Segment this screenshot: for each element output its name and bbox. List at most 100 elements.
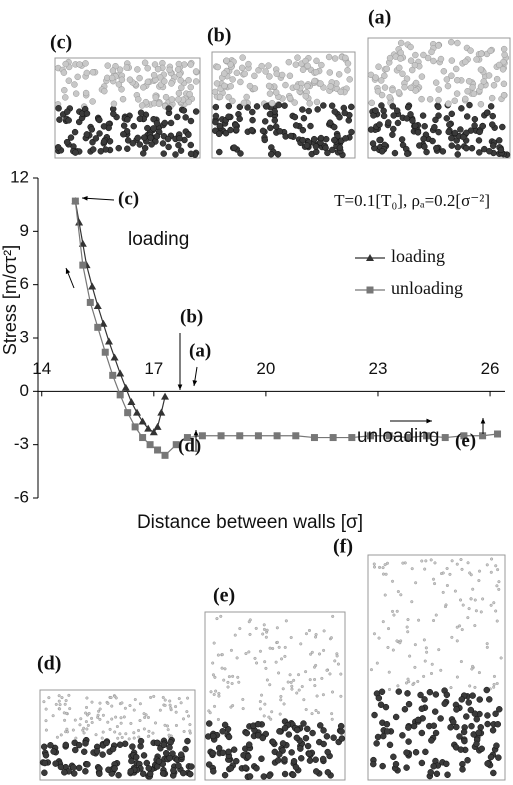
particle	[255, 661, 259, 665]
particle	[153, 133, 161, 140]
particle	[321, 693, 325, 697]
particle	[261, 136, 269, 144]
particle	[76, 61, 83, 68]
particle	[458, 598, 463, 602]
particle	[430, 722, 438, 729]
particle	[165, 143, 172, 151]
marker	[133, 408, 142, 416]
particle	[140, 134, 148, 141]
particle	[75, 741, 83, 749]
particle	[430, 57, 437, 65]
particle	[227, 765, 235, 772]
marker	[494, 430, 502, 438]
particle	[175, 60, 183, 68]
particle	[473, 56, 480, 63]
particle	[85, 696, 89, 700]
particle	[214, 63, 222, 71]
particle	[221, 771, 229, 779]
particle	[90, 700, 94, 704]
particle	[471, 115, 479, 123]
panel-label: (a)	[368, 7, 391, 29]
particle	[310, 650, 314, 654]
particle	[93, 747, 101, 755]
particle	[55, 735, 59, 739]
particle	[261, 118, 269, 125]
particle	[238, 64, 246, 72]
particle	[371, 711, 378, 719]
particle	[423, 659, 427, 663]
particle	[139, 770, 147, 777]
particle	[72, 90, 80, 97]
particle	[142, 727, 146, 731]
marker	[110, 353, 119, 361]
particle	[412, 749, 420, 756]
particle	[488, 94, 496, 102]
particle	[40, 743, 48, 751]
particle	[368, 99, 375, 107]
marker	[139, 434, 147, 442]
particle	[268, 683, 272, 687]
particle	[269, 717, 273, 721]
particle	[281, 756, 288, 763]
particle	[328, 672, 332, 676]
marker	[75, 218, 84, 226]
particle	[292, 122, 300, 129]
particle	[471, 710, 479, 717]
particle	[119, 95, 127, 103]
particle	[57, 763, 65, 771]
particle	[377, 701, 385, 708]
y-tick-label: 9	[20, 221, 29, 240]
particle	[433, 561, 437, 565]
particle	[449, 686, 453, 690]
marker	[138, 417, 147, 425]
marker	[86, 298, 94, 306]
particle	[446, 121, 453, 128]
particle	[417, 691, 424, 699]
particle	[120, 735, 124, 739]
particle	[258, 755, 265, 763]
particle	[313, 684, 317, 688]
particle	[329, 636, 333, 640]
particle	[44, 719, 48, 723]
particle	[383, 65, 390, 73]
particle	[431, 708, 439, 715]
particle	[428, 737, 435, 744]
particle	[398, 136, 406, 143]
particle	[390, 753, 397, 761]
particle	[275, 101, 283, 109]
particle	[297, 688, 301, 692]
x-axis-label: Distance between walls [σ]	[137, 512, 363, 533]
particle	[448, 38, 455, 46]
particle	[65, 727, 69, 731]
particle	[241, 707, 245, 711]
particle	[178, 84, 185, 91]
particle	[283, 654, 287, 658]
annotation: (c)	[118, 188, 139, 209]
particle	[480, 78, 487, 85]
y-tick-label: 6	[20, 274, 29, 293]
particle	[271, 646, 275, 651]
particle	[495, 619, 499, 623]
particle	[348, 103, 355, 111]
particle	[213, 80, 221, 87]
particle	[265, 678, 269, 682]
particle	[44, 707, 48, 711]
particle	[389, 86, 396, 94]
particle	[170, 767, 177, 774]
particle	[137, 737, 145, 745]
particle	[96, 770, 103, 777]
particle	[412, 51, 419, 59]
particle	[330, 734, 337, 741]
particle	[413, 643, 417, 647]
particle	[497, 580, 501, 584]
particle	[320, 676, 324, 680]
particle	[106, 701, 110, 705]
particle	[245, 741, 253, 748]
particle	[120, 122, 128, 129]
particle	[489, 121, 496, 128]
particle	[477, 83, 485, 90]
particle	[471, 664, 475, 668]
particle	[114, 715, 118, 719]
particle	[80, 748, 88, 755]
particle	[258, 699, 262, 704]
